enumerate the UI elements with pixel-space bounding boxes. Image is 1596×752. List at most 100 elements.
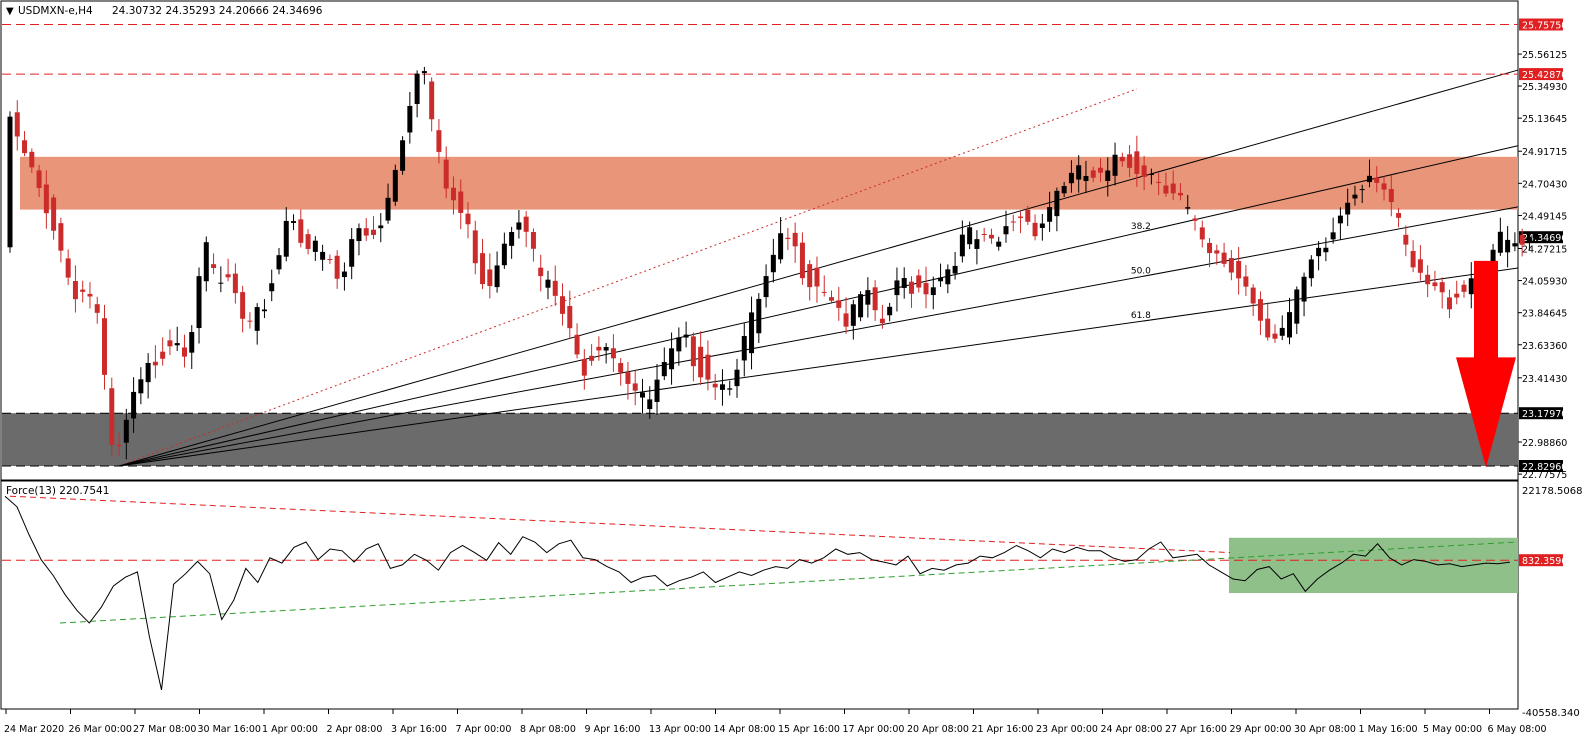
candle-body [705,354,711,380]
candle-body [22,140,28,154]
candle-body [472,230,478,264]
candle-body [450,187,456,201]
candle-body [669,348,675,370]
candle-body [1417,259,1423,273]
candle-body [116,444,122,447]
candle-body [1337,215,1343,224]
candle-body [1505,239,1511,253]
resistance-zone [20,156,1518,210]
candle-body [930,287,936,296]
candle-body [1134,151,1140,174]
candle-body [160,351,166,359]
force-falling-trendline [9,495,1231,554]
force-axis-top: 22178.5068 [1522,486,1582,497]
candle-body [421,71,427,74]
candle-body [1236,261,1242,279]
candle-body [167,340,173,347]
candle-body [1039,223,1045,228]
candle-body [1010,221,1016,223]
fib-fan-line-50-0 [118,206,1519,467]
candle-body [1446,297,1452,310]
x-tick-label: 20 Apr 08:00 [907,724,969,735]
candle-body [836,300,842,308]
candle-body [429,81,435,120]
candle-body [887,306,893,316]
candle-body [1221,252,1227,264]
candle-body [763,276,769,298]
candle-body [1301,276,1307,302]
candle-body [1316,247,1322,257]
candle-body [109,388,115,445]
x-tick-label: 27 Mar 08:00 [133,724,196,735]
level-tag-25.75750 [1519,18,1563,31]
candle-body [152,361,158,366]
fib-fan-line-61-8 [118,267,1519,467]
candle-body [436,130,442,152]
candle-body [131,391,137,419]
candle-body [480,253,486,285]
candle-body [1454,293,1460,298]
candle-body [1163,185,1169,194]
candle-body [1141,165,1147,177]
candle-body [371,229,376,235]
candle-body [181,347,187,357]
candle-body [392,169,398,202]
candle-body [1461,284,1467,292]
candle-body [661,362,667,377]
current-price-label: 24.34696 [1522,233,1567,244]
level-tag-23.17970 [1519,407,1563,420]
candle-body [741,336,747,361]
candle-body [560,296,566,314]
candle-body [145,362,151,383]
indicator-frame [0,480,1519,710]
candle-body [341,271,347,278]
y-tick-label: 24.27215 [1522,244,1567,255]
candle-body [639,392,645,398]
support-zone [2,413,1518,466]
candle-body [901,278,907,288]
candle-body [1083,175,1089,181]
candle-body [174,343,180,346]
candle-body [770,254,776,273]
candle-body [538,267,544,277]
candle-body [894,280,900,296]
candle-body [916,275,922,288]
x-tick-label: 8 Apr 08:00 [520,724,576,735]
candle-body [363,228,369,236]
candle-body [618,363,624,373]
force-line [4,495,1511,691]
y-tick-label: 24.05930 [1522,277,1567,288]
candle-body [407,105,413,133]
main-chart-frame [0,0,1519,481]
candle-body [254,307,260,331]
candle-body [1061,186,1067,194]
candle-body [1272,333,1278,339]
y-tick-label: 22.98860 [1522,438,1567,449]
x-tick-label: 1 Apr 00:00 [262,724,318,735]
candle-body [291,221,297,223]
x-tick-label: 17 Apr 00:00 [843,724,905,735]
candle-body [814,267,820,287]
candle-body [676,337,682,352]
candle-body [829,297,835,301]
force-indicator-title: Force(13) 220.7541 [6,485,109,497]
dropdown-triangle-icon[interactable]: ▼ [6,6,14,17]
x-tick-label: 27 Apr 16:00 [1165,724,1227,735]
candle-body [102,318,108,375]
candle-body [1127,154,1133,168]
candle-body [400,140,406,171]
candle-body [1054,190,1060,217]
candle-body [967,227,973,245]
candle-body [589,355,595,361]
candle-body [1148,174,1154,176]
candle-body [283,220,289,257]
candle-body [1490,249,1496,262]
candle-body [51,197,57,231]
fib-fan-label-38-2: 38.2 [1131,222,1151,232]
candle-body [1112,154,1118,176]
candle-body [261,309,267,312]
x-tick-label: 5 May 00:00 [1423,724,1482,735]
level-tag-25.42870 [1519,68,1563,81]
candle-body [225,274,231,278]
